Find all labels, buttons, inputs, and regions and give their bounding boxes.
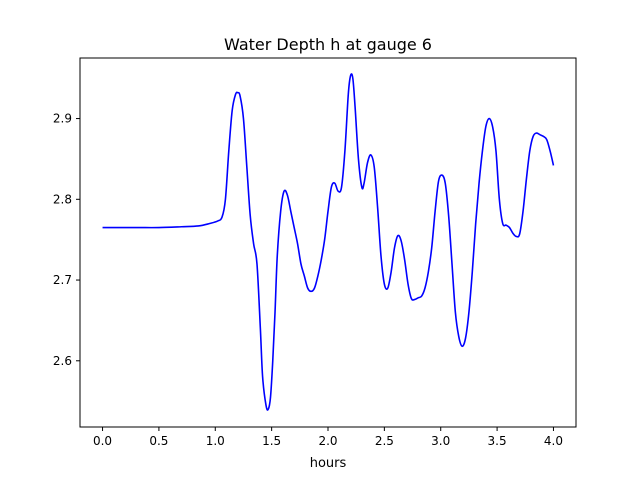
chart-title: Water Depth h at gauge 6 [224,35,432,54]
x-axis-label: hours [310,456,347,471]
x-tick-label: 3.0 [431,434,450,448]
x-tick-label: 1.5 [262,434,281,448]
y-tick-label: 2.7 [53,273,72,287]
x-tick-label: 1.0 [206,434,225,448]
x-tick-label: 0.5 [149,434,168,448]
plot-area: 0.0 0.5 1.0 1.5 2.0 2.5 3.0 3.5 4.0 2.6 2.7 2.8 2.9 [53,57,577,448]
series-line-0 [102,73,555,411]
y-tick-label: 2.9 [53,112,72,126]
x-tick-label: 4.0 [544,434,563,448]
y-tick-label: 2.6 [53,354,72,368]
y-tick-label: 2.8 [53,192,72,206]
x-tick-label: 3.5 [488,434,507,448]
x-tick-label: 2.0 [318,434,337,448]
x-tick-label: 2.5 [375,434,394,448]
x-tick-label: 0.0 [93,434,112,448]
